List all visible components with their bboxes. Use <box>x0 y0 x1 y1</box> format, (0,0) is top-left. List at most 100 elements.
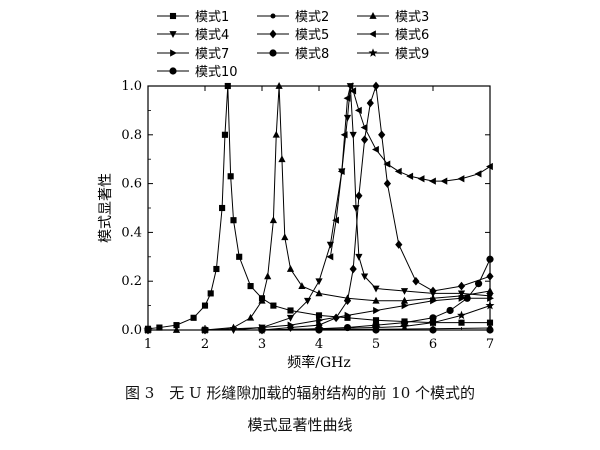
legend-item-5: 模式5 <box>257 28 329 43</box>
data-point <box>355 191 363 201</box>
data-point <box>230 217 237 224</box>
data-point <box>349 264 357 274</box>
data-point <box>366 98 374 108</box>
data-point <box>457 175 465 183</box>
legend-marker <box>170 49 177 57</box>
data-point <box>360 123 368 132</box>
data-point <box>354 106 362 114</box>
figure-caption-line-2: 模式显著性曲线 <box>247 416 353 434</box>
legend-item-2: 模式2 <box>257 10 329 25</box>
legend-marker <box>270 13 276 19</box>
data-point <box>156 324 163 331</box>
series-3 <box>144 82 494 333</box>
data-point <box>207 290 214 297</box>
legend-label: 模式10 <box>195 65 238 80</box>
data-point <box>332 216 339 224</box>
x-tick-label: 5 <box>372 337 380 352</box>
data-point <box>344 311 352 319</box>
data-point <box>417 175 425 183</box>
data-point <box>287 307 294 314</box>
legend-item-1: 模式1 <box>157 10 229 25</box>
y-axis-label: 模式显著性 <box>98 173 114 243</box>
series-5 <box>144 81 494 335</box>
legend-item-10: 模式10 <box>157 65 238 80</box>
data-point <box>463 294 471 302</box>
data-point <box>400 296 409 304</box>
data-point <box>349 87 357 95</box>
data-point <box>343 94 351 102</box>
data-point <box>458 294 466 302</box>
data-point <box>298 282 306 289</box>
data-point <box>446 306 454 315</box>
data-point <box>304 297 312 305</box>
data-point <box>315 289 323 297</box>
x-tick-label: 1 <box>144 337 152 352</box>
data-point <box>247 283 254 290</box>
data-point <box>373 306 380 315</box>
figure-caption-line-1: 图 3 无 U 形缝隙加载的辐射结构的前 10 个模式的 <box>124 384 476 402</box>
y-tick-label: 0.6 <box>121 177 142 192</box>
data-point <box>361 273 369 281</box>
series-group <box>143 81 495 335</box>
data-point <box>270 302 277 309</box>
data-point <box>247 313 255 321</box>
data-point <box>400 319 409 327</box>
data-point <box>315 278 323 286</box>
x-tick-label: 7 <box>486 337 494 352</box>
data-point <box>287 321 295 329</box>
data-point <box>286 314 295 322</box>
x-tick-label: 2 <box>201 337 209 352</box>
data-point <box>383 179 391 188</box>
data-point <box>394 167 402 175</box>
y-tick-label: 1.0 <box>121 79 142 94</box>
data-point <box>264 272 272 280</box>
data-point <box>406 172 414 180</box>
y-tick-label: 0.0 <box>121 323 142 338</box>
legend-marker <box>169 31 177 38</box>
data-point <box>458 319 465 326</box>
axes: 1 2 3 4 5 6 7 0.0 0.2 0.4 0.6 0.8 1.0 频率/GHz 模式显著性 <box>98 79 494 370</box>
legend-item-9: 模式9 <box>357 47 429 62</box>
data-point <box>213 265 220 273</box>
legend-label: 模式1 <box>195 10 229 25</box>
data-point <box>326 253 334 261</box>
data-point <box>428 318 438 327</box>
data-point <box>372 145 379 154</box>
series-line <box>148 85 491 331</box>
legend-label: 模式3 <box>395 10 429 25</box>
data-point <box>429 286 437 296</box>
data-point <box>361 135 369 144</box>
data-point <box>281 233 289 241</box>
legend-marker <box>269 29 277 39</box>
y-tick-label: 0.4 <box>121 225 142 240</box>
data-point <box>429 177 436 185</box>
data-point <box>221 131 229 138</box>
data-point <box>258 296 266 304</box>
data-point <box>474 170 482 178</box>
legend-marker <box>269 49 277 57</box>
data-point <box>316 316 323 324</box>
data-point <box>400 288 409 295</box>
data-point <box>349 131 357 139</box>
legend-item-8: 模式8 <box>257 47 329 62</box>
data-point <box>372 296 380 304</box>
data-point <box>395 240 403 249</box>
legend-marker <box>369 12 377 19</box>
legend-label: 模式7 <box>195 47 229 62</box>
legend-label: 模式9 <box>395 47 429 62</box>
legend-label: 模式4 <box>195 28 229 43</box>
data-point <box>372 285 380 293</box>
legend-label: 模式5 <box>295 28 329 43</box>
data-point <box>343 114 352 122</box>
data-point <box>401 302 409 310</box>
legend-marker <box>368 48 378 57</box>
data-point <box>457 281 466 291</box>
data-point <box>201 302 209 309</box>
legend-item-3: 模式3 <box>357 10 429 25</box>
data-point <box>272 130 280 138</box>
data-point <box>457 310 466 320</box>
data-point <box>269 216 277 224</box>
legend-item-4: 模式4 <box>157 28 229 43</box>
series-4 <box>144 83 494 334</box>
data-point <box>236 253 243 260</box>
